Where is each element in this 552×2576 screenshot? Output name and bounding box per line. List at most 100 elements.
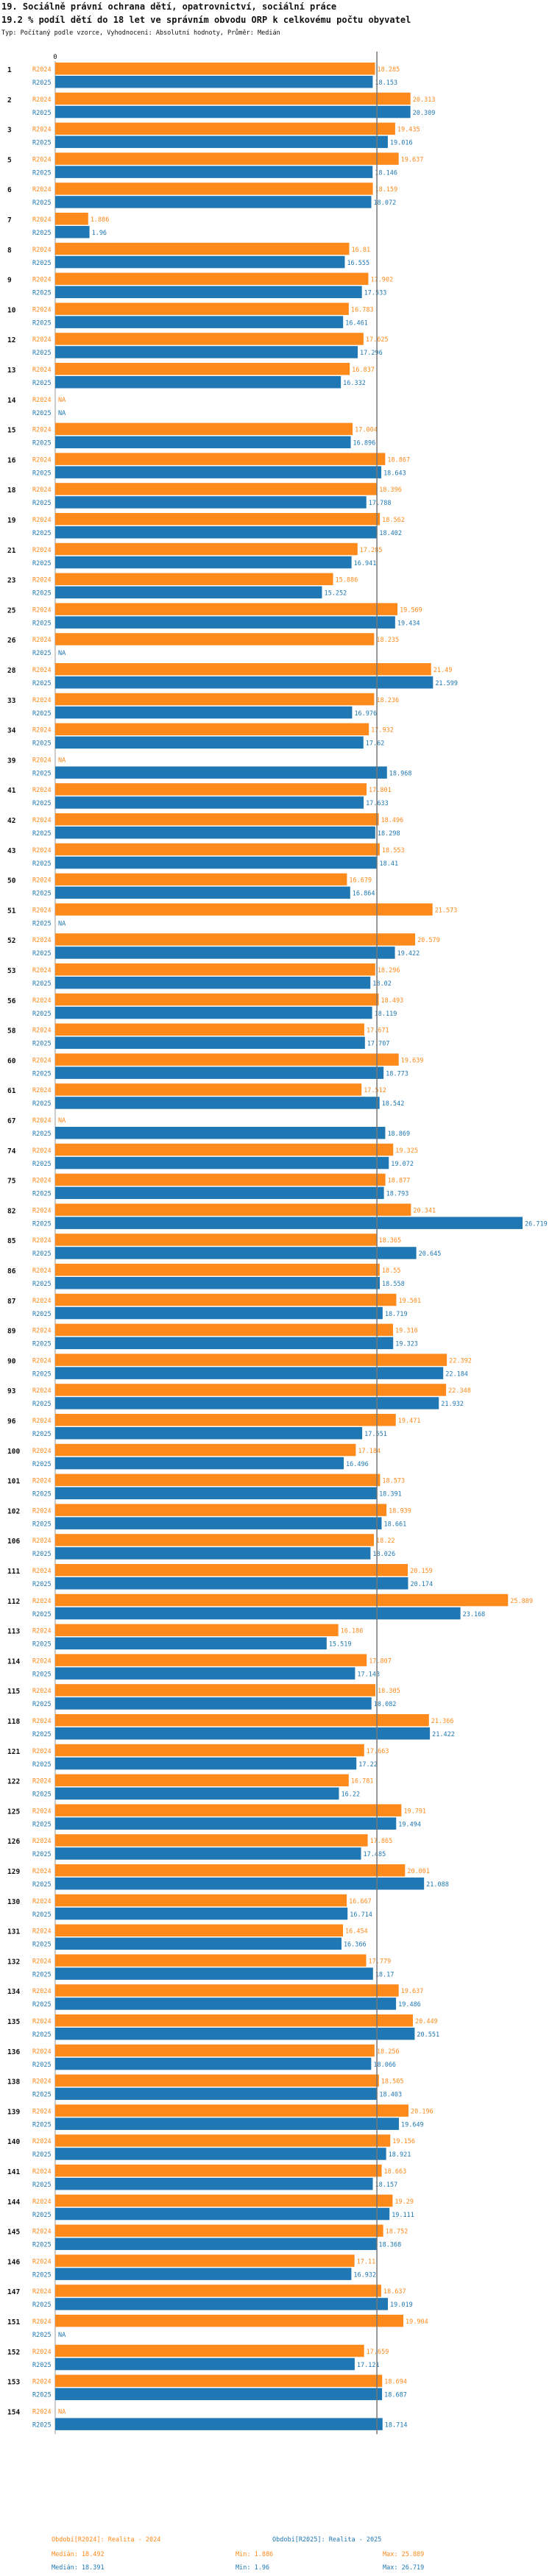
row-id-label: 112: [7, 1598, 20, 1606]
value-label-r2024: 17.184: [358, 1448, 381, 1455]
bar-r2024: [55, 2344, 364, 2357]
row-id-label: 43: [7, 847, 16, 855]
row-id-label: 89: [7, 1328, 16, 1336]
value-label-r2024: 18.553: [382, 847, 405, 854]
row-id-label: 82: [7, 1207, 15, 1215]
value-label-r2025: 18.719: [385, 1311, 408, 1318]
bar-r2024: [55, 363, 350, 375]
series-label-r2025: R2025: [32, 2242, 52, 2249]
bar-r2024: [55, 1984, 399, 1997]
series-label-r2025: R2025: [32, 1881, 52, 1889]
series-label-r2024: R2024: [32, 1808, 52, 1815]
bar-r2025: [55, 226, 90, 238]
bar-r2024: [55, 2074, 379, 2087]
bar-r2025: [55, 286, 362, 299]
bar-r2024: [55, 1173, 386, 1186]
median-r2025: Medián: 18.391: [52, 2564, 105, 2572]
bar-r2024: [55, 1323, 394, 1337]
row-id-label: 151: [7, 2318, 20, 2326]
bar-r2024: [55, 122, 395, 135]
series-label-r2025: R2025: [32, 230, 52, 237]
bar-r2025: [55, 946, 395, 959]
bar-r2024: [55, 1624, 339, 1637]
row-id-label: 8: [7, 247, 12, 255]
row-id-label: 14: [7, 397, 16, 405]
bar-r2025: [55, 346, 358, 358]
bar-r2025: [55, 496, 367, 509]
series-label-r2025: R2025: [32, 1641, 52, 1649]
value-label-r2024: 1.886: [91, 216, 110, 224]
value-label-r2024: NA: [58, 397, 66, 404]
value-label-r2024: 17.779: [369, 1958, 392, 1965]
series-label-r2024: R2024: [32, 2379, 52, 2386]
row-id-label: 56: [7, 997, 16, 1005]
value-label-r2025: NA: [58, 410, 66, 417]
value-label-r2024: 19.569: [400, 606, 422, 614]
row-id-label: 125: [7, 1808, 20, 1816]
value-label-r2025: 18.391: [379, 1491, 402, 1498]
series-label-r2024: R2024: [32, 1328, 52, 1335]
row-id-label: 152: [7, 2349, 20, 2357]
value-label-r2025: 22.184: [445, 1370, 468, 1378]
series-label-r2025: R2025: [32, 410, 52, 417]
bar-r2024: [55, 933, 416, 946]
bar-r2024: [55, 1203, 411, 1216]
value-label-r2024: 19.501: [398, 1298, 421, 1305]
series-label-r2025: R2025: [32, 1491, 52, 1498]
series-label-r2024: R2024: [32, 1838, 52, 1845]
series-label-r2025: R2025: [32, 319, 52, 327]
value-label-r2024: 16.781: [351, 1778, 374, 1786]
value-label-r2025: 17.143: [357, 1671, 380, 1678]
series-label-r2024: R2024: [32, 1898, 52, 1906]
bar-r2025: [55, 196, 372, 208]
series-label-r2024: R2024: [32, 456, 52, 464]
series-label-r2025: R2025: [32, 1311, 52, 1318]
value-label-r2025: 16.496: [346, 1461, 369, 1468]
bar-r2024: [55, 1834, 368, 1847]
value-label-r2025: 17.551: [364, 1431, 387, 1438]
value-label-r2025: NA: [58, 650, 66, 657]
series-label-r2025: R2025: [32, 1521, 52, 1528]
row-id-label: 6: [7, 186, 12, 194]
bar-r2024: [55, 1083, 362, 1096]
bar-r2024: [55, 2194, 393, 2207]
value-label-r2024: 19.904: [406, 2318, 428, 2326]
median-r2024: Medián: 18.492: [52, 2551, 105, 2558]
row-id-label: 58: [7, 1027, 16, 1036]
value-label-r2025: 21.422: [432, 1731, 455, 1738]
row-id-label: 28: [7, 667, 16, 675]
series-label-r2025: R2025: [32, 470, 52, 477]
row-id-label: 86: [7, 1267, 16, 1275]
value-label-r2025: 18.542: [382, 1100, 405, 1108]
bar-r2025: [55, 1998, 397, 2010]
bar-r2025: [55, 1006, 372, 1019]
series-label-r2025: R2025: [32, 1971, 52, 1978]
row-id-label: 9: [7, 277, 12, 285]
bar-r2025: [55, 2178, 373, 2190]
bar-r2025: [55, 1697, 372, 1710]
row-id-label: 39: [7, 757, 16, 765]
bar-r2025: [55, 2268, 352, 2280]
series-label-r2025: R2025: [32, 1611, 52, 1618]
bar-r2024: [55, 542, 358, 556]
bar-r2024: [55, 333, 364, 345]
row-id-label: 102: [7, 1507, 20, 1515]
series-label-r2025: R2025: [32, 2271, 52, 2279]
value-label-r2024: 18.236: [376, 697, 399, 704]
bar-r2025: [55, 1186, 384, 1200]
bar-r2025: [55, 827, 375, 839]
row-id-label: 60: [7, 1057, 16, 1065]
series-label-r2024: R2024: [32, 1357, 52, 1365]
series-label-r2024: R2024: [32, 1628, 52, 1635]
bar-r2024: [55, 2254, 355, 2267]
series-label-r2025: R2025: [32, 1191, 52, 1198]
value-label-r2024: 21.366: [431, 1718, 454, 1725]
row-id-label: 21: [7, 547, 16, 555]
chart-subtitle-indicator: 19.2 % podíl dětí do 18 let ve správním …: [1, 15, 411, 25]
value-label-r2025: 19.111: [392, 2212, 414, 2219]
value-label-r2025: 18.17: [375, 1971, 394, 1978]
row-id-label: 87: [7, 1298, 15, 1306]
series-label-r2024: R2024: [32, 1267, 52, 1275]
row-id-label: 122: [7, 1778, 20, 1786]
